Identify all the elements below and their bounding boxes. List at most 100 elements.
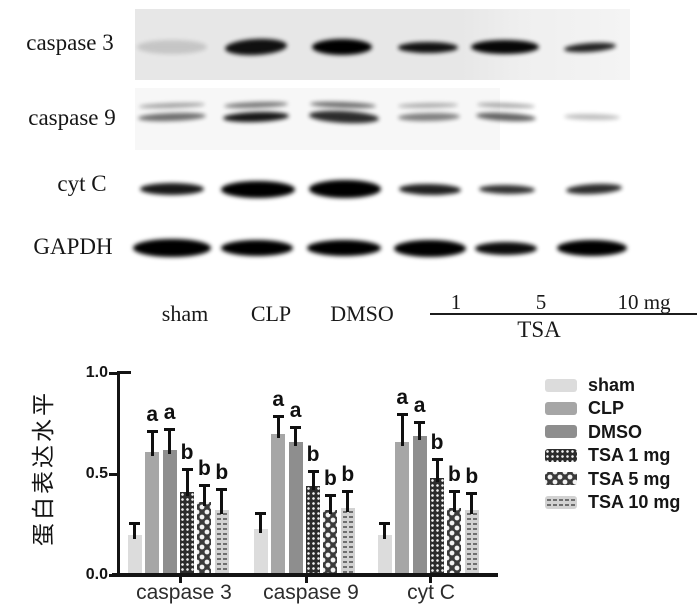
blot-band (475, 241, 537, 255)
blot-band (137, 40, 207, 54)
bar-tsa-1-mg (306, 486, 320, 575)
blot-band (307, 240, 381, 256)
significance-letter: b (430, 430, 444, 454)
blot-band (221, 240, 293, 256)
blot-row-label: GAPDH (33, 234, 113, 259)
error-bar-cap (448, 490, 460, 494)
error-bar (150, 429, 154, 456)
error-bar-cap (379, 522, 391, 526)
blot-band (565, 182, 623, 196)
error-bar-cap (164, 427, 176, 431)
x-group-tick (178, 577, 182, 583)
dose-label: 1 (450, 290, 462, 314)
bar-clp (145, 451, 160, 575)
error-bar (400, 413, 404, 446)
blot-band (563, 113, 621, 121)
significance-letter: b (323, 467, 337, 491)
blot-band (140, 183, 204, 195)
dose-label: 10 mg (617, 290, 671, 314)
error-bar-cap (255, 512, 267, 516)
y-tick-label: 1.0 (85, 364, 108, 381)
significance-letter: a (272, 388, 285, 412)
blot-band (394, 239, 466, 257)
bar-tsa-5-mg (197, 502, 212, 575)
lane-label: DMSO (330, 301, 394, 326)
legend-label: DMSO (588, 421, 642, 442)
blot-band (133, 239, 211, 257)
blot-band (312, 39, 372, 55)
error-bar-cap (396, 413, 408, 417)
error-bar (346, 490, 350, 513)
significance-letter: b (197, 457, 211, 481)
x-group-tick (304, 577, 308, 583)
y-tick (109, 472, 117, 476)
error-bar-cap (466, 492, 478, 496)
error-bar-cap (198, 484, 210, 488)
tsa-group-label: TSA (517, 317, 561, 342)
significance-letter: b (447, 463, 461, 487)
error-bar (276, 415, 280, 438)
blot-strip-caspase3-background (135, 9, 630, 80)
error-bar (311, 469, 315, 491)
bar-sham (377, 534, 392, 575)
error-bar-cap (431, 457, 443, 461)
legend-swatch-tsa-1-mg (545, 448, 577, 462)
legend-label: sham (588, 375, 636, 395)
blot-band (557, 240, 627, 256)
legend-swatch-clp (545, 401, 577, 415)
bar-tsa-10-mg (340, 508, 355, 575)
significance-letter: b (215, 461, 229, 485)
error-bar-cap (129, 522, 141, 526)
x-axis-line (112, 573, 498, 577)
error-bar-cap (307, 469, 319, 473)
y-tick (109, 371, 117, 375)
bar-tsa-1-mg (180, 492, 194, 575)
error-bar-cap (290, 425, 302, 429)
significance-letter: a (289, 398, 302, 422)
category-label: cyt C (407, 581, 455, 604)
error-bar-cap (342, 490, 354, 494)
error-bar-cap (216, 488, 228, 492)
bar-dmso (162, 449, 177, 575)
error-bar (418, 421, 422, 440)
blot-row-label: caspase 9 (28, 105, 116, 130)
significance-letter: b (465, 465, 479, 489)
y-tick (109, 573, 117, 577)
significance-letter: a (396, 386, 409, 410)
blot-band (221, 180, 295, 198)
y-axis-top-cap (120, 371, 131, 374)
error-bar (168, 427, 172, 454)
category-label: caspase 9 (263, 581, 359, 604)
error-bar (328, 494, 332, 515)
legend-label: CLP (588, 398, 624, 419)
error-bar (435, 457, 439, 483)
bar-tsa-5-mg (447, 508, 462, 575)
bar-tsa-10-mg (464, 510, 479, 575)
error-bar (202, 484, 206, 507)
significance-letter: a (146, 402, 159, 426)
error-bar-cap (181, 467, 193, 471)
y-axis-line (117, 371, 120, 577)
bar-dmso (412, 435, 427, 575)
bar-dmso (288, 441, 303, 575)
error-bar (470, 492, 474, 515)
error-bar-cap (414, 421, 426, 425)
bar-clp (271, 433, 286, 575)
error-bar (294, 425, 298, 446)
x-group-tick (428, 577, 432, 583)
bar-sham (253, 528, 268, 575)
y-tick-label: 0.5 (85, 465, 108, 482)
bar-clp (395, 441, 410, 575)
blot-band (398, 41, 458, 53)
legend-label: TSA 1 mg (588, 445, 671, 466)
bar-tsa-10-mg (214, 510, 229, 575)
dose-label: 5 (535, 290, 547, 314)
y-axis-title: 蛋白表达水平 (31, 390, 56, 546)
y-tick-label: 0.0 (85, 566, 108, 583)
legend-label: TSA 10 mg (588, 492, 681, 512)
error-bar (185, 467, 189, 497)
bar-sham (127, 534, 142, 575)
error-bar (220, 488, 224, 515)
blot-band (478, 184, 536, 194)
